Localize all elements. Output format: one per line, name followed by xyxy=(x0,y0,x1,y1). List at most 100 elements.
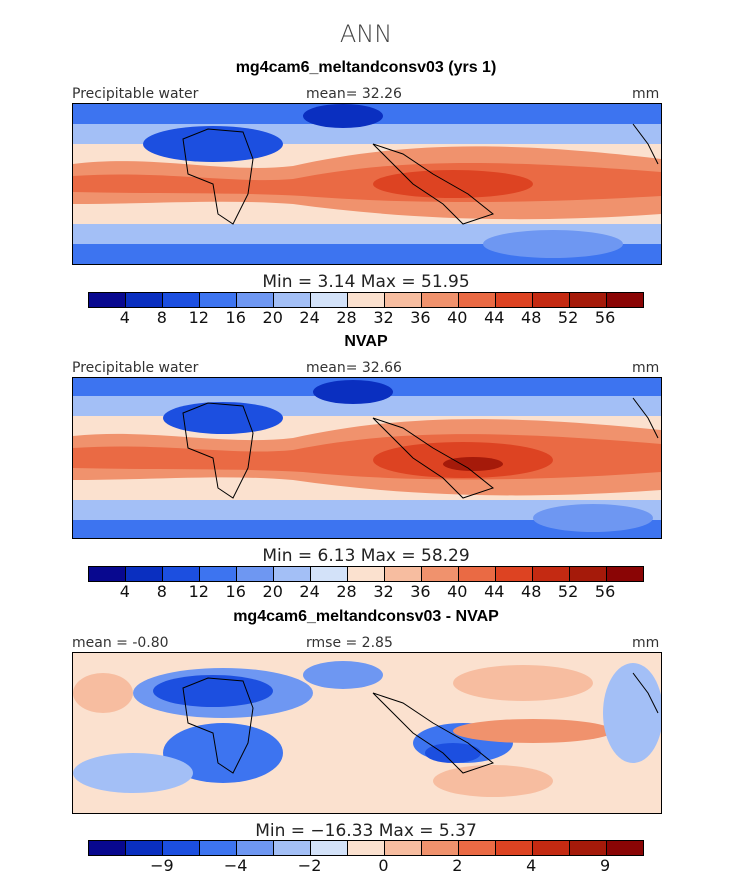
colorbar-1-tick: 4 xyxy=(119,308,130,327)
colorbar-2-bin xyxy=(533,567,570,581)
colorbar-2-tick: 36 xyxy=(410,582,431,601)
colorbar-3-tick: −2 xyxy=(297,856,322,875)
colorbar-1-bin xyxy=(348,293,385,307)
colorbar-1-tick: 52 xyxy=(557,308,579,327)
panel-3-min-max: Min = −16.33 Max = 5.37 xyxy=(255,821,477,841)
colorbar-1-tick: 8 xyxy=(156,308,167,327)
colorbar-2-bin xyxy=(237,567,274,581)
panel-3-colorbar xyxy=(88,840,644,856)
colorbar-3-bin xyxy=(89,841,126,855)
colorbar-3-bin xyxy=(200,841,237,855)
colorbar-2-tick: 20 xyxy=(262,582,283,601)
colorbar-3-bin xyxy=(607,841,643,855)
colorbar-2-tick: 16 xyxy=(225,582,246,601)
panel-2-map xyxy=(72,377,662,539)
colorbar-1-tick: 20 xyxy=(262,308,283,327)
colorbar-1-tick: 40 xyxy=(447,308,468,327)
colorbar-3-tick: 4 xyxy=(526,856,537,875)
colorbar-3-tick: 0 xyxy=(378,856,389,875)
colorbar-2-bin xyxy=(163,567,200,581)
colorbar-1-bin xyxy=(200,293,237,307)
colorbar-1-tick: 24 xyxy=(299,308,320,327)
colorbar-2-bin xyxy=(89,567,126,581)
colorbar-3-bin xyxy=(422,841,459,855)
figure-title: ANN xyxy=(339,20,393,48)
colorbar-2-tick: 40 xyxy=(447,582,468,601)
colorbar-1-bin xyxy=(570,293,607,307)
colorbar-2-tick: 24 xyxy=(299,582,320,601)
colorbar-1-tick: 56 xyxy=(594,308,616,327)
panel-2-min-max: Min = 6.13 Max = 58.29 xyxy=(262,546,470,566)
colorbar-1-bin xyxy=(607,293,643,307)
panel-2-field xyxy=(73,378,661,538)
colorbar-2-bin xyxy=(348,567,385,581)
colorbar-2-tick: 52 xyxy=(557,582,579,601)
colorbar-2-bin xyxy=(200,567,237,581)
panel-3-mean-label: mean = -0.80 xyxy=(72,635,169,651)
colorbar-3-bin xyxy=(311,841,348,855)
colorbar-1-bin xyxy=(496,293,533,307)
colorbar-2-tick: 48 xyxy=(521,582,542,601)
panel-3-rmse-label: rmse = 2.85 xyxy=(306,635,393,651)
panel-3-map xyxy=(72,652,662,814)
panel-1-mean-label: mean= 32.26 xyxy=(306,86,402,102)
colorbar-1-tick: 28 xyxy=(336,308,357,327)
colorbar-2-bin xyxy=(274,567,311,581)
colorbar-1-tick: 48 xyxy=(521,308,542,327)
colorbar-1-bin xyxy=(274,293,311,307)
panel-3-units-label: mm xyxy=(632,635,660,651)
colorbar-2-tick: 4 xyxy=(119,582,130,601)
colorbar-1-bin xyxy=(163,293,200,307)
panel-3-field xyxy=(73,653,661,813)
colorbar-3-tick: 2 xyxy=(452,856,463,875)
panel-2-mean-label: mean= 32.66 xyxy=(306,360,402,376)
colorbar-2-tick: 56 xyxy=(594,582,616,601)
colorbar-2-bin xyxy=(126,567,163,581)
colorbar-3-tick: −4 xyxy=(223,856,248,875)
colorbar-2-tick: 44 xyxy=(484,582,505,601)
panel-2-units-label: mm xyxy=(632,360,660,376)
panel-1-min-max: Min = 3.14 Max = 51.95 xyxy=(262,272,470,292)
colorbar-3-tick: 9 xyxy=(600,856,611,875)
colorbar-2-bin xyxy=(570,567,607,581)
colorbar-3-bin xyxy=(348,841,385,855)
colorbar-1-bin xyxy=(533,293,570,307)
colorbar-3-bin xyxy=(459,841,496,855)
colorbar-2-bin xyxy=(385,567,422,581)
panel-1-units-label: mm xyxy=(632,86,660,102)
colorbar-3-tick: −9 xyxy=(150,856,174,875)
colorbar-1-tick: 44 xyxy=(484,308,505,327)
colorbar-2-tick: 12 xyxy=(188,582,209,601)
panel-1-variable-label: Precipitable water xyxy=(72,86,199,102)
colorbar-2-tick: 8 xyxy=(156,582,167,601)
panel-1-title: mg4cam6_meltandconsv03 (yrs 1) xyxy=(235,59,497,76)
colorbar-1-tick: 12 xyxy=(188,308,209,327)
colorbar-1-bin xyxy=(237,293,274,307)
colorbar-2-bin xyxy=(496,567,533,581)
colorbar-1-tick: 16 xyxy=(225,308,246,327)
colorbar-1-bin xyxy=(89,293,126,307)
colorbar-2-bin xyxy=(607,567,643,581)
colorbar-3-bin xyxy=(237,841,274,855)
colorbar-3-bin xyxy=(570,841,607,855)
panel-2-title: NVAP xyxy=(344,333,388,350)
panel-1-map xyxy=(72,103,662,265)
panel-1-field xyxy=(73,104,661,264)
colorbar-3-bin xyxy=(274,841,311,855)
colorbar-1-bin xyxy=(385,293,422,307)
colorbar-1-bin xyxy=(422,293,459,307)
colorbar-1-bin xyxy=(126,293,163,307)
colorbar-1-bin xyxy=(311,293,348,307)
colorbar-3-bin xyxy=(126,841,163,855)
panel-2-variable-label: Precipitable water xyxy=(72,360,199,376)
colorbar-2-bin xyxy=(422,567,459,581)
colorbar-1-tick: 36 xyxy=(410,308,431,327)
panel-1-colorbar xyxy=(88,292,644,308)
colorbar-3-bin xyxy=(533,841,570,855)
colorbar-3-bin xyxy=(496,841,533,855)
colorbar-3-bin xyxy=(385,841,422,855)
panel-3-title: mg4cam6_meltandconsv03 - NVAP xyxy=(233,608,499,625)
panel-2-colorbar xyxy=(88,566,644,582)
colorbar-1-tick: 32 xyxy=(373,308,394,327)
colorbar-1-bin xyxy=(459,293,496,307)
